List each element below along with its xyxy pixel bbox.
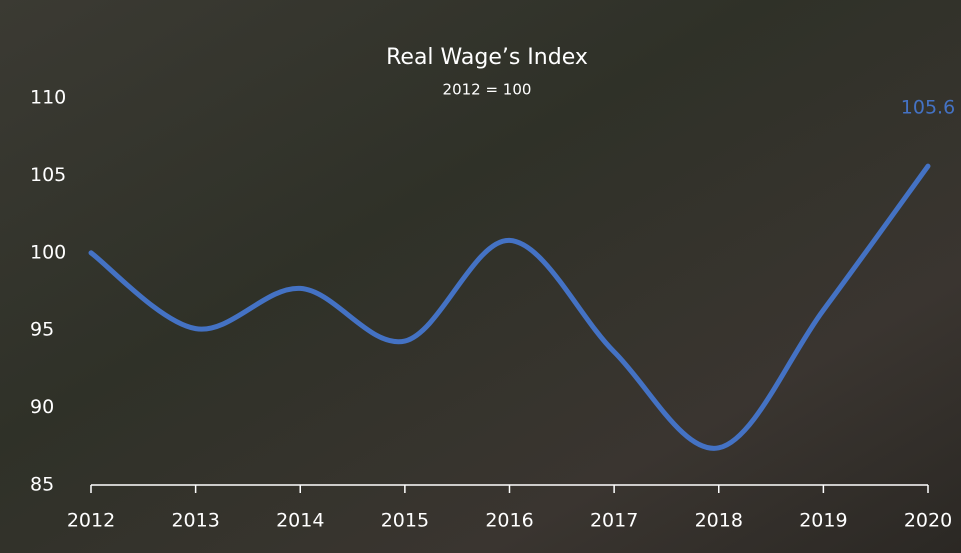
x-tick-label: 2015 (381, 510, 429, 532)
y-tick-label: 90 (30, 396, 54, 418)
page: Real Wage’s Index 2012 = 100 85 90 95 100 10… (0, 0, 961, 553)
x-tick-label: 2019 (799, 510, 847, 532)
x-tick-label: 2020 (904, 510, 952, 532)
y-tick-label: 85 (30, 474, 54, 496)
x-tick-label: 2012 (67, 510, 115, 532)
x-tick-label: 2017 (590, 510, 638, 532)
chart-subtitle: 2012 = 100 (443, 81, 532, 99)
x-tick-label: 2016 (485, 510, 533, 532)
x-tick-label: 2013 (171, 510, 219, 532)
chart: Real Wage’s Index 2012 = 100 85 90 95 100 10… (0, 0, 961, 553)
value-label: 105.6 (901, 97, 955, 119)
x-tick-label: 2018 (695, 510, 743, 532)
x-tick-label: 2014 (276, 510, 324, 532)
y-tick-label: 110 (30, 87, 66, 109)
chart-title: Real Wage’s Index (386, 45, 588, 70)
y-tick-label: 100 (30, 241, 66, 263)
y-tick-label: 105 (30, 164, 66, 186)
y-tick-label: 95 (30, 319, 54, 341)
